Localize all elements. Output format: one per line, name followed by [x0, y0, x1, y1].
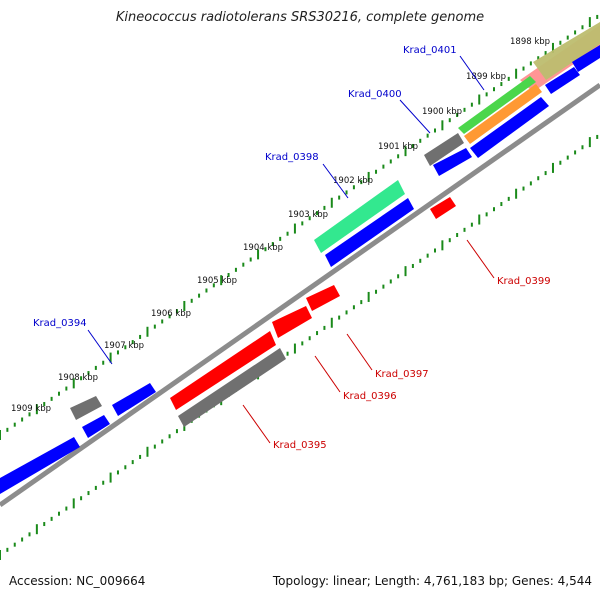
kbp-label: 1899 kbp [466, 72, 506, 82]
feature-olive[interactable] [533, 22, 600, 80]
kbp-label: 1898 kbp [510, 37, 550, 47]
gene-label-krad-0397[interactable]: Krad_0397 [375, 369, 429, 380]
leader-line [242, 404, 271, 444]
gene-forward-2[interactable] [545, 67, 580, 94]
leader-line [459, 55, 485, 91]
features [0, 22, 600, 494]
gene-krad-0398[interactable] [314, 180, 405, 253]
gene-label-krad-0396[interactable]: Krad_0396 [343, 391, 397, 402]
cds-grey-1[interactable] [424, 133, 464, 166]
gene-reverse-4[interactable] [170, 331, 276, 410]
kbp-tick-labels: 1898 kbp 1899 kbp 1900 kbp 1901 kbp 1902… [11, 37, 550, 414]
accession-text: Accession: NC_009664 [9, 574, 146, 588]
gene-label-krad-0398[interactable]: Krad_0398 [265, 152, 319, 163]
kbp-label: 1907 kbp [104, 341, 144, 351]
leader-line [314, 355, 341, 393]
kbp-label: 1908 kbp [58, 373, 98, 383]
gene-reverse-1[interactable] [430, 197, 456, 219]
gene-reverse-3[interactable] [272, 306, 312, 338]
gene-label-krad-0394[interactable]: Krad_0394 [33, 318, 87, 329]
forward-label-leaders [87, 55, 485, 365]
map-title: Kineococcus radiotolerans SRS30216, comp… [115, 10, 485, 25]
gene-label-krad-0399[interactable]: Krad_0399 [497, 276, 551, 287]
cds-grey-3[interactable] [178, 348, 286, 427]
feature-orange[interactable] [464, 84, 542, 144]
reverse-gene-labels: Krad_0399 Krad_0397 Krad_0396 Krad_0395 [273, 276, 551, 451]
reverse-label-leaders [242, 239, 495, 444]
genome-axis-line [0, 82, 600, 508]
cds-grey-2[interactable] [70, 396, 102, 420]
leader-line [399, 99, 431, 134]
kbp-label: 1902 kbp [333, 176, 373, 186]
gene-reverse-2[interactable] [306, 285, 340, 311]
feature-green[interactable] [458, 76, 536, 134]
leader-line [87, 329, 113, 365]
gene-forward-5[interactable] [325, 198, 414, 267]
kbp-label: 1906 kbp [151, 309, 191, 319]
gene-label-krad-0400[interactable]: Krad_0400 [348, 89, 402, 100]
gene-forward-1[interactable] [470, 97, 549, 158]
kbp-label: 1905 kbp [197, 276, 237, 286]
leader-line [322, 163, 349, 199]
gene-label-krad-0395[interactable]: Krad_0395 [273, 440, 327, 451]
kbp-label: 1909 kbp [11, 404, 51, 414]
gene-label-krad-0401[interactable]: Krad_0401 [403, 45, 457, 56]
gene-forward-7[interactable] [82, 415, 110, 438]
forward-gene-labels: Krad_0401 Krad_0400 Krad_0398 Krad_0394 [33, 45, 457, 329]
gene-forward-4[interactable] [433, 148, 472, 176]
gene-forward-6[interactable] [112, 383, 156, 416]
kbp-label: 1900 kbp [422, 107, 462, 117]
kbp-label: 1904 kbp [243, 243, 283, 253]
topology-text: Topology: linear; Length: 4,761,183 bp; … [272, 574, 592, 588]
gene-forward-3[interactable] [572, 45, 600, 72]
kbp-label: 1901 kbp [378, 142, 418, 152]
kbp-label: 1903 kbp [288, 210, 328, 220]
leader-line [346, 333, 373, 371]
leader-line [466, 239, 495, 279]
gene-forward-8[interactable] [0, 437, 80, 494]
